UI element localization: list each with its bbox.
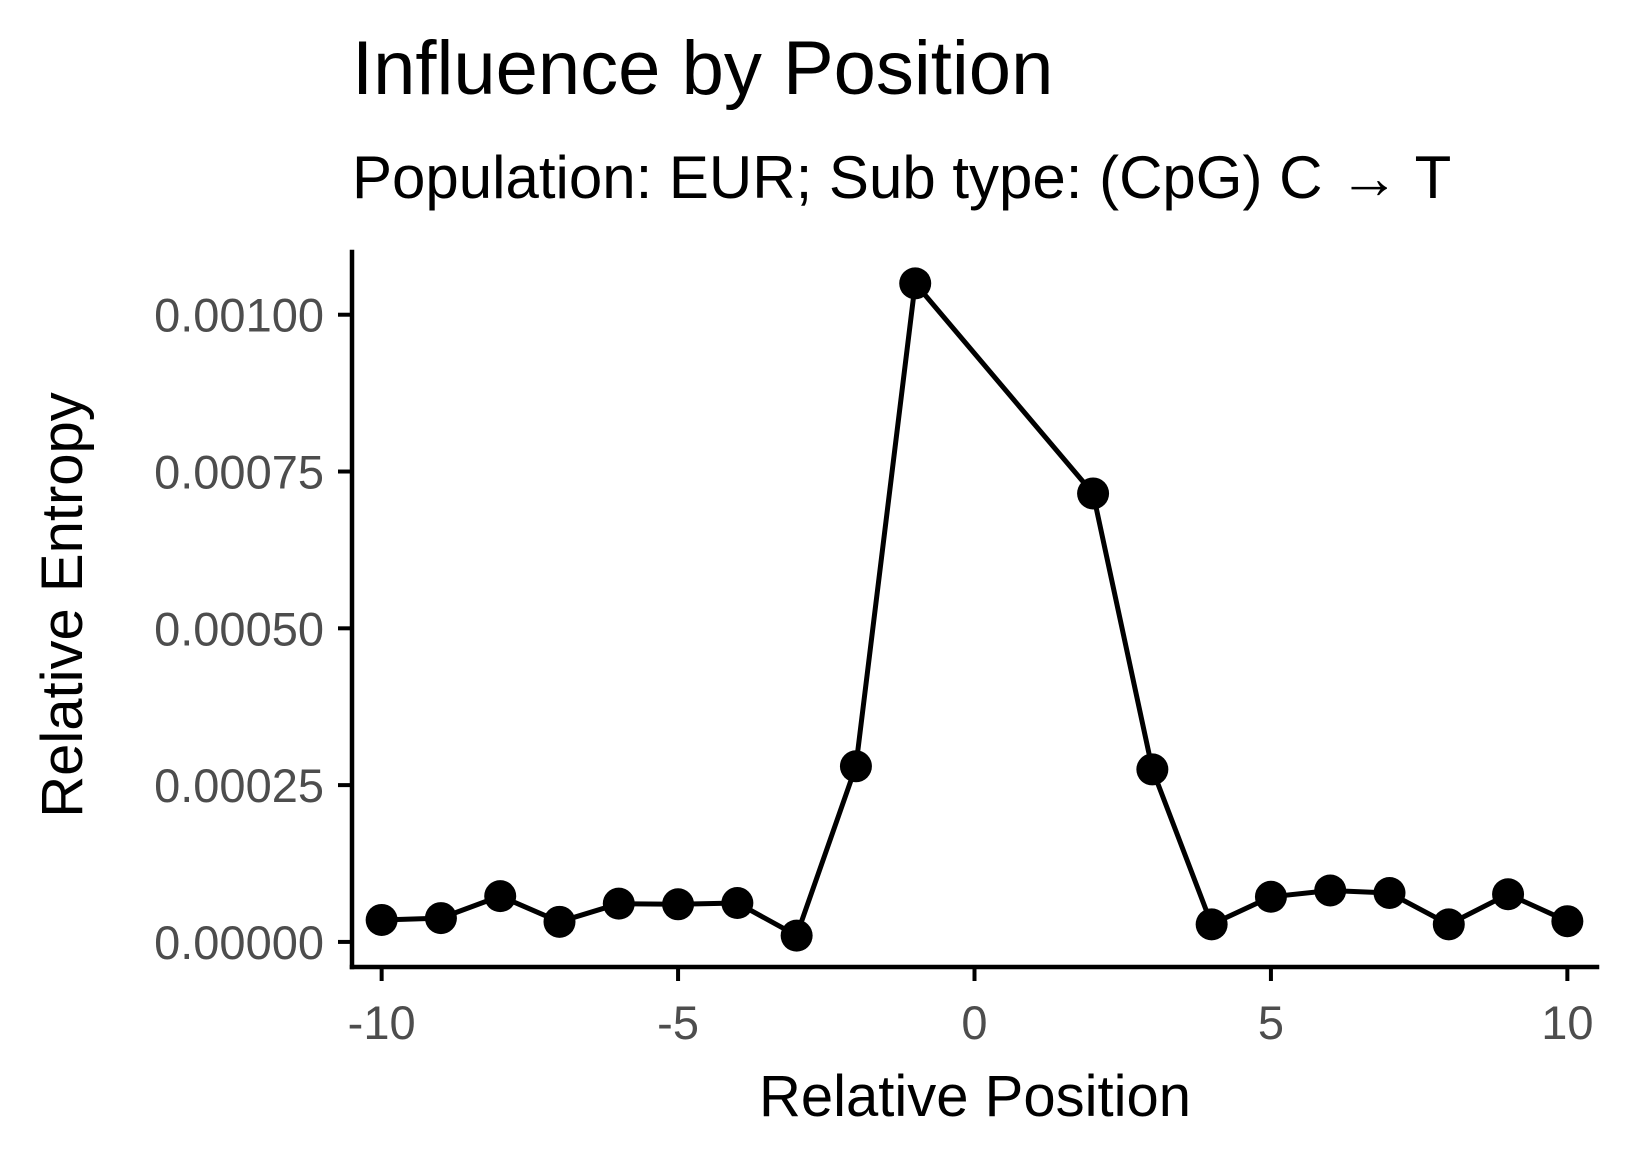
series-line [381,280,1569,939]
y-tick-label: 0.00075 [154,446,324,499]
y-tick-label: 0.00000 [154,916,324,969]
data-point [424,902,457,935]
chart-subtitle: Population: EUR; Sub type: (CpG) C → T [352,144,1451,211]
y-axis-label: Relative Entropy [30,392,95,818]
y-tick-label: 0.00025 [154,759,324,812]
data-point [1314,874,1347,907]
x-tick-label: -5 [657,996,699,1049]
data-point [721,887,754,920]
x-tick-label: -10 [348,996,416,1049]
data-point [484,880,517,913]
data-point [365,903,398,936]
data-point [839,750,872,783]
x-tick-label: 10 [1541,996,1593,1049]
data-point [1077,477,1110,510]
data-point [1254,880,1287,913]
plot-area: -10 -5 0 5 10 0.00000 0.00025 0.00050 0.00075 0.0… [154,249,1600,1049]
data-point [1195,908,1228,941]
data-point [1136,753,1169,786]
chart-title: Influence by Position [352,26,1053,111]
x-tick-label: 0 [961,996,987,1049]
y-tick-label: 0.00100 [154,289,324,342]
data-point [899,267,932,300]
data-point [543,905,576,938]
data-point [780,919,813,952]
x-axis-label: Relative Position [759,1064,1191,1129]
data-point [1492,878,1525,911]
data-point [1551,905,1584,938]
y-tick-label: 0.00050 [154,602,324,655]
data-point [1373,876,1406,909]
data-point [602,887,635,920]
x-tick-label: 5 [1258,996,1284,1049]
data-point [1432,908,1465,941]
data-point [662,888,695,921]
